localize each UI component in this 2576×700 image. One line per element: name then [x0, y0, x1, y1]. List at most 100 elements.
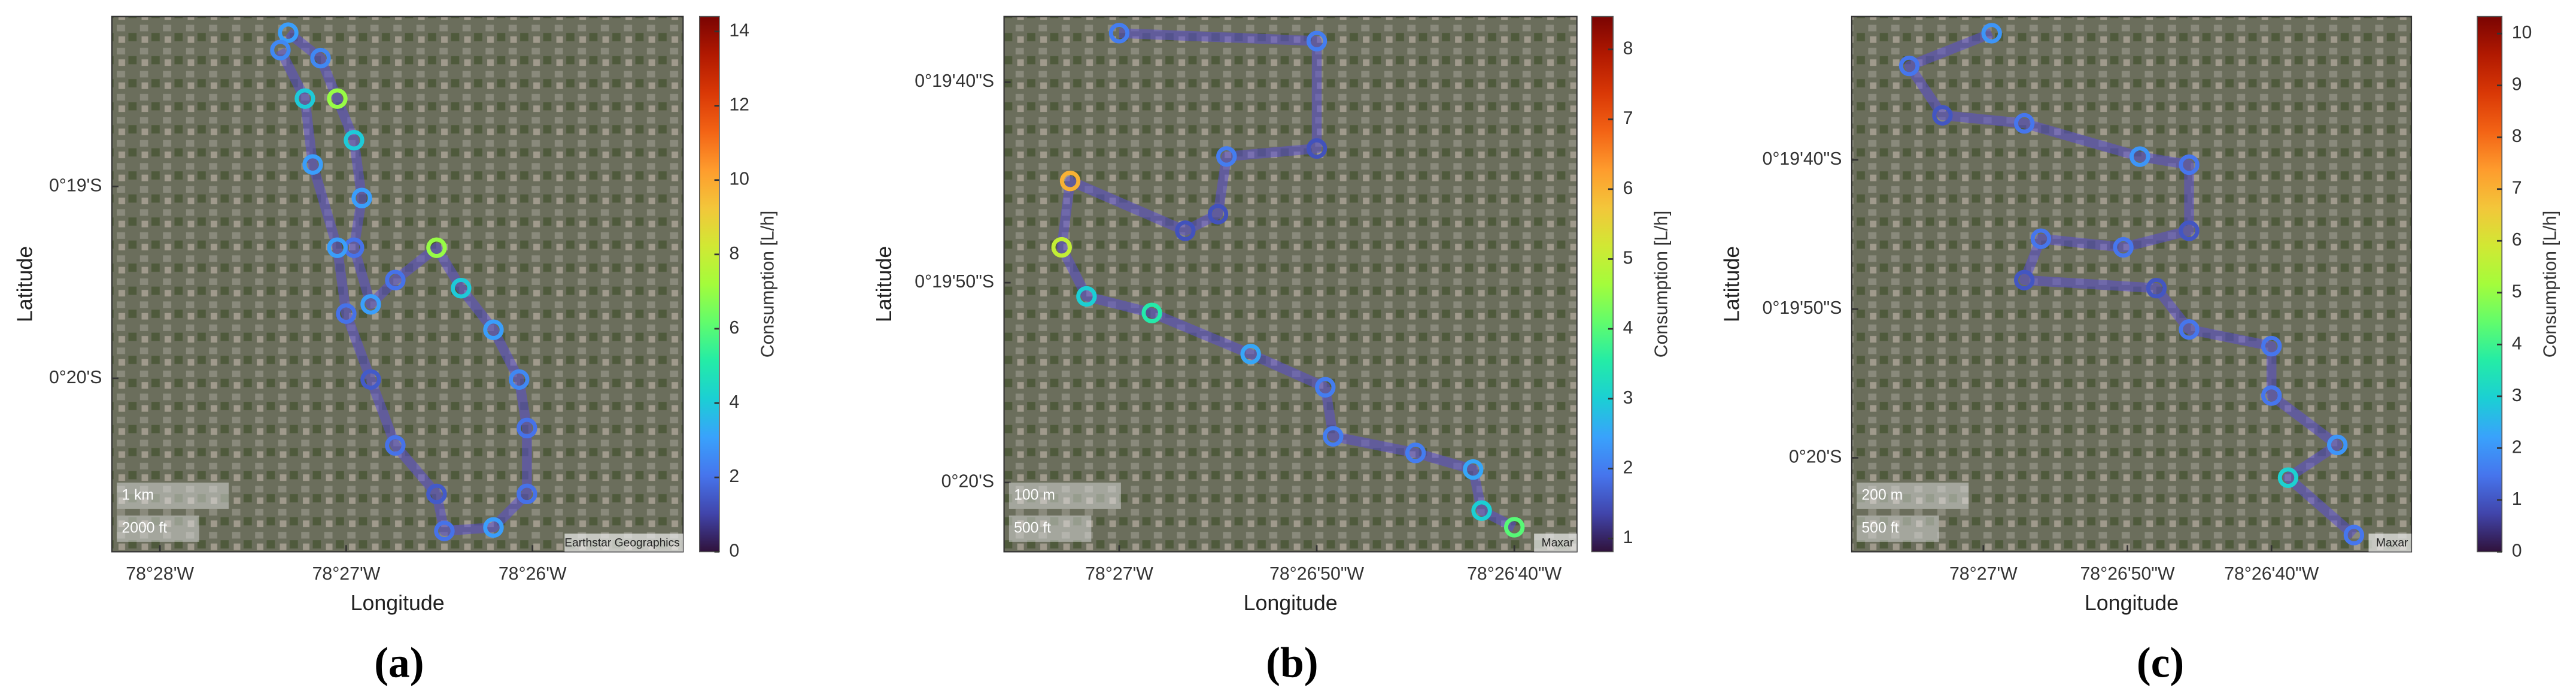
track-point	[1981, 23, 2002, 44]
scalebar-box	[1008, 482, 1121, 509]
track-line	[1056, 28, 1517, 532]
attribution: Maxar	[2376, 537, 2408, 550]
colorbar-tick-label: 3	[1623, 388, 1633, 408]
track-point	[1108, 23, 1130, 44]
track-point	[451, 278, 472, 299]
track-point	[2261, 335, 2282, 357]
track-point	[1471, 500, 1492, 521]
map-background	[1004, 16, 1577, 552]
track-point	[336, 303, 357, 324]
x-tick-label: 78°26'50"W	[2080, 564, 2175, 584]
colorbar-tick-label: 6	[1623, 178, 1633, 198]
attribution: Maxar	[1542, 537, 1574, 550]
track-point	[294, 88, 315, 109]
x-axis-label: Longitude	[2085, 591, 2179, 615]
map-frame	[111, 16, 684, 553]
attribution: Earthstar Geographics	[564, 537, 680, 550]
scalebar-box	[1857, 482, 1969, 509]
track-point	[1315, 377, 1336, 398]
track-point	[517, 483, 537, 505]
y-axis-label: Latitude	[872, 246, 896, 322]
colorbar-tick-label: 2	[2512, 437, 2522, 457]
colorbar-tick-label: 2	[1623, 458, 1633, 478]
track-point	[360, 369, 381, 390]
track-point	[2130, 146, 2150, 167]
colorbar-tick-label: 0	[729, 541, 739, 560]
track-point	[344, 129, 364, 151]
colorbar-tick-label: 7	[1623, 108, 1633, 128]
scalebar-label: 500 ft	[1861, 520, 1898, 536]
track-point	[2014, 269, 2035, 290]
panel-caption: (c)	[2137, 639, 2184, 686]
map-frame	[1851, 16, 2413, 553]
colorbar	[1591, 16, 1614, 553]
y-tick-label: 0°20'S	[1789, 447, 1842, 466]
y-tick-label: 0°20'S	[941, 472, 995, 492]
scalebar-label: 500 ft	[1014, 520, 1051, 536]
track-point	[509, 369, 530, 390]
track-point	[2179, 154, 2200, 175]
panel-caption: (b)	[1266, 639, 1318, 686]
colorbar-tick-label: 5	[1623, 248, 1633, 268]
x-tick-label: 78°27'W	[1085, 564, 1153, 584]
track-point	[1323, 426, 1344, 447]
attribution-box	[564, 534, 684, 552]
colorbar-tick-label: 10	[2512, 23, 2532, 43]
track-point	[351, 187, 372, 208]
track-point	[1216, 146, 1237, 167]
colorbar-tick-label: 3	[2512, 386, 2522, 405]
track-point	[1175, 220, 1196, 241]
track-point	[1405, 443, 1426, 463]
attribution-box	[1534, 534, 1577, 552]
track-point	[2343, 525, 2365, 546]
colorbar-tick-label: 4	[2512, 334, 2522, 353]
track-point	[426, 237, 447, 258]
colorbar-tick-label: 6	[2512, 230, 2522, 250]
colorbar-tick-label: 8	[2512, 126, 2522, 146]
track-point	[270, 40, 291, 60]
track-point	[1141, 302, 1162, 323]
track-point	[1051, 237, 1072, 258]
colorbar	[698, 16, 720, 553]
track-point	[1240, 344, 1261, 365]
scalebar-box	[117, 482, 229, 509]
colorbar-tick-label: 6	[729, 318, 739, 338]
x-axis-label: Longitude	[351, 591, 445, 615]
track-point	[327, 88, 348, 109]
colorbar-tick-label: 0	[2512, 541, 2522, 560]
x-tick-label: 78°28'W	[126, 564, 194, 584]
colorbar-tick-label: 5	[2512, 282, 2522, 302]
y-axis-label: Latitude	[13, 246, 37, 322]
x-tick-label: 78°26'W	[499, 564, 567, 584]
track-point	[2014, 113, 2035, 134]
track-point	[2261, 385, 2282, 406]
colorbar-tick-label: 10	[729, 169, 749, 189]
y-tick-label: 0°19'40"S	[915, 71, 994, 91]
track-point	[385, 435, 406, 456]
track-point	[2277, 467, 2299, 488]
track-line	[1904, 28, 2358, 539]
colorbar-tick-label: 4	[729, 392, 739, 412]
y-axis-label: Latitude	[1720, 246, 1743, 322]
x-tick-label: 78°27'W	[312, 564, 381, 584]
track-point	[278, 22, 299, 43]
scalebar-label: 100 m	[1014, 487, 1055, 503]
track-point	[2326, 434, 2348, 456]
scalebar-label: 200 m	[1861, 487, 1903, 503]
x-axis-label: Longitude	[1244, 591, 1338, 615]
x-tick-label: 78°26'40"W	[2224, 564, 2319, 584]
y-tick-label: 0°19'40"S	[1763, 149, 1842, 169]
scalebar-label: 1 km	[122, 487, 154, 503]
colorbar-tick-label: 2	[729, 466, 739, 486]
track-point	[517, 417, 537, 439]
colorbar-tick-label: 14	[729, 20, 749, 40]
panel-caption: (a)	[374, 639, 424, 686]
track-point	[1306, 138, 1328, 159]
colorbar-tick-label: 1	[1623, 528, 1633, 547]
track-point	[483, 517, 504, 538]
track-point	[2179, 220, 2200, 241]
y-tick-label: 0°19'50"S	[915, 272, 994, 292]
colorbar	[2477, 16, 2503, 553]
x-tick-label: 78°27'W	[1949, 564, 2018, 584]
y-tick-label: 0°19'50"S	[1763, 298, 1842, 318]
